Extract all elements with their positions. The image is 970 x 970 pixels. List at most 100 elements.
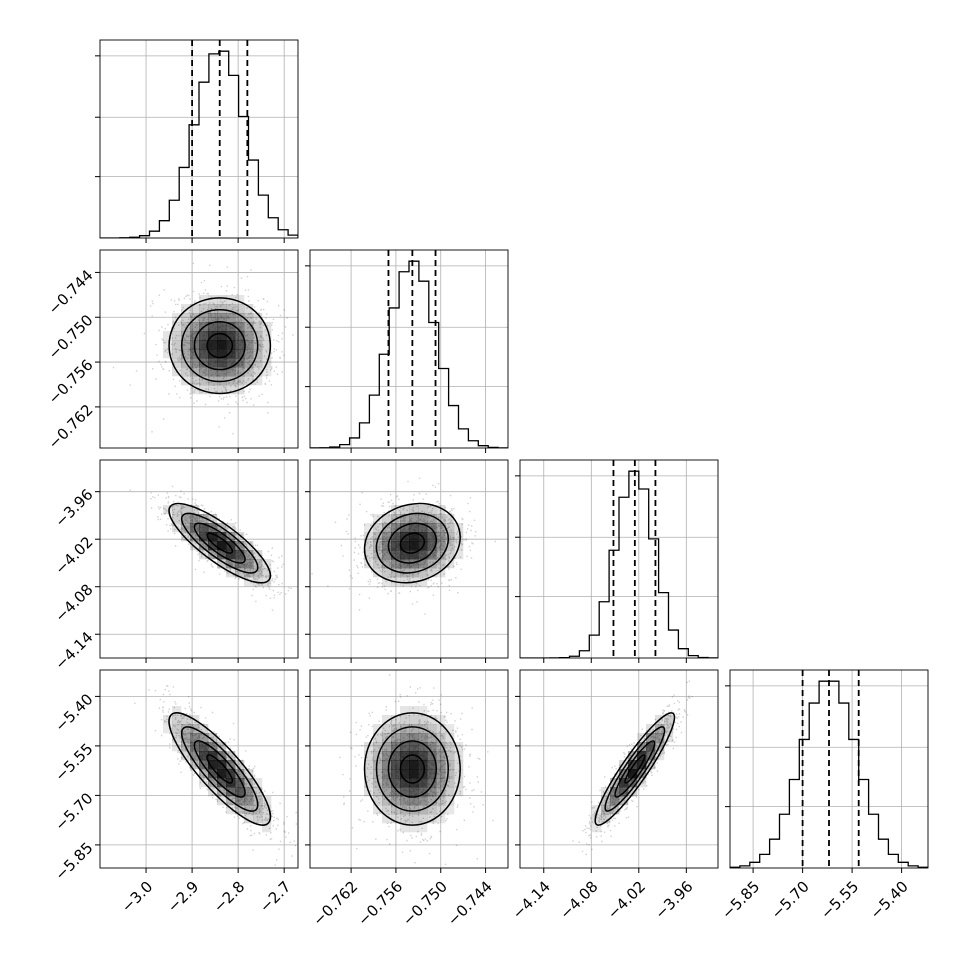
density-cell [382,769,392,779]
density-cell [445,760,455,770]
density-cell [418,514,428,524]
y-tick-label-1-0: −0.762 [45,401,97,453]
density-cell [217,313,227,323]
density-cell [253,376,263,386]
density-cell [253,550,263,560]
density-cell [382,796,392,806]
density-cell [172,724,182,734]
density-cell [235,769,245,779]
density-cell [208,385,218,395]
histogram-panel-2 [515,459,719,663]
y-tick-label-3-0: −5.85 [51,839,96,884]
density-cell [655,733,665,743]
contour-2 [193,320,246,371]
density-cell [436,568,446,578]
density-cell [235,376,245,386]
density-cell [364,751,374,761]
density-cell [445,742,455,752]
density-cell [409,715,419,725]
density-cell [253,331,263,341]
density-cell [400,505,410,515]
density-cell [208,541,218,551]
density-cell [409,514,419,524]
density-cell [418,760,428,770]
density-cell [409,823,419,833]
histogram-line [310,260,508,448]
density-cell [445,514,455,524]
contour-4 [594,712,676,826]
density-cell [382,751,392,761]
density-cell [199,304,209,314]
contour-4 [363,502,461,584]
density-cell [163,340,173,350]
density-cell [244,349,254,359]
density-cell [619,796,629,806]
density-cell [400,514,410,524]
density-cell [400,751,410,761]
density-cell [199,340,209,350]
density-cell [592,823,602,833]
density-cell [199,376,209,386]
density-cell [217,322,227,332]
density-cell [235,313,245,323]
density-cell [418,523,428,533]
density-cell [427,751,437,761]
y-tick-label-3-1: −5.70 [51,789,96,834]
density-cell [427,733,437,743]
density-cell [235,304,245,314]
density-cell [208,349,218,359]
density-cell [391,805,401,815]
density-cell [391,760,401,770]
density-cell [418,814,428,824]
panel-content [310,477,508,635]
density-cell [382,787,392,797]
density-cell [409,814,419,824]
x-tick-label-0-3: −2.7 [256,878,294,916]
density-cell [163,715,173,725]
density-cell [172,331,182,341]
density-cell [373,760,383,770]
density-cell [208,295,218,305]
density-cell [199,541,209,551]
density-cell [382,814,392,824]
density-cell [409,787,419,797]
density-cell [445,778,455,788]
density-cell [427,559,437,569]
density-cell [418,559,428,569]
density-cell [235,760,245,770]
contour-3 [604,726,666,812]
density-cell [244,559,254,569]
density-cell [427,778,437,788]
density-cell [199,532,209,542]
density-cell [454,550,464,560]
density-cell [181,331,191,341]
density-cell [262,349,272,359]
density-cell [226,322,236,332]
density-cell [445,541,455,551]
density-cell [181,304,191,314]
density-cell [208,769,218,779]
density-cell [445,733,455,743]
contour-1 [206,754,234,784]
density-cell [418,796,428,806]
density-cell [217,550,227,560]
density-cell [373,559,383,569]
scatter-panel-2-1 [305,459,509,663]
contour-3 [375,726,449,812]
density-cell [235,322,245,332]
density-cell [364,532,374,542]
density-cell [454,532,464,542]
density-cell [391,568,401,578]
density-cell [382,805,392,815]
y-tick-label-2-1: −4.08 [51,581,96,626]
density-cell [226,550,236,560]
density-cell [418,778,428,788]
density-cell [409,742,419,752]
density-cell [163,505,173,515]
density-cell [646,733,656,743]
density-cell [226,331,236,341]
density-cell [235,358,245,368]
density-cell [235,568,245,578]
density-cell [235,541,245,551]
density-cell [409,541,419,551]
